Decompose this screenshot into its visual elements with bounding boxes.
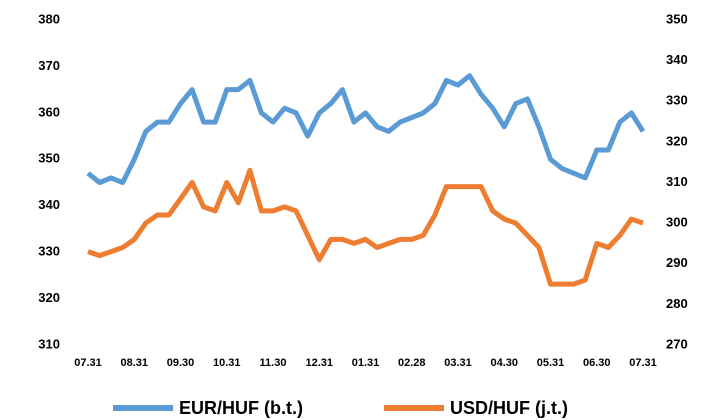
x-tick-label: 03.31 [444,357,472,369]
y-tick-label: 370 [38,58,60,73]
y2-tick-label: 350 [666,11,688,26]
y2-tick-label: 330 [666,93,688,108]
y-tick-label: 320 [38,290,60,305]
x-tick-label: 05.31 [537,357,565,369]
y-tick-label: 350 [38,151,60,166]
y-tick-label: 330 [38,244,60,259]
y-tick-label: 380 [38,11,60,26]
x-tick-label: 07.31 [74,357,102,369]
x-tick-label: 10.31 [213,357,241,369]
y-tick-label: 360 [38,104,60,119]
x-tick-label: 06.30 [583,357,611,369]
x-tick-label: 02.28 [398,357,426,369]
x-tick-label: 12.31 [305,357,333,369]
legend-label: USD/HUF (j.t.) [450,398,568,418]
x-tick-label: 09.30 [167,357,195,369]
series-line [87,167,644,287]
y-tick-label: 340 [38,197,60,212]
y2-tick-label: 280 [666,296,688,311]
y-tick-label: 310 [38,336,60,351]
y2-tick-label: 270 [666,336,688,351]
y2-tick-label: 320 [666,133,688,148]
x-tick-label: 07.31 [629,357,657,369]
y2-tick-label: 300 [666,215,688,230]
y2-tick-label: 310 [666,174,688,189]
x-tick-label: 01.31 [352,357,380,369]
x-tick-label: 04.30 [490,357,518,369]
legend-label: EUR/HUF (b.t.) [179,398,303,418]
series-line [86,73,646,185]
y2-tick-label: 290 [666,255,688,270]
x-tick-label: 11.30 [260,357,287,369]
x-tick-label: 08.31 [120,357,148,369]
y2-tick-label: 340 [666,52,688,67]
